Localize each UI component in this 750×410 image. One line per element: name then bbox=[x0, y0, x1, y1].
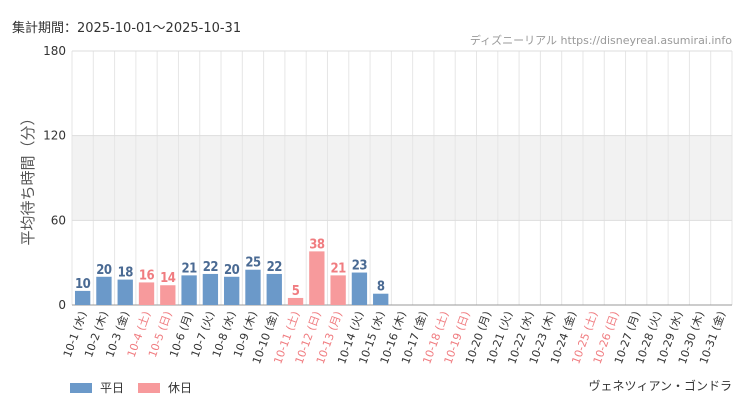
y-axis-label: 平均待ち時間（分） bbox=[19, 110, 37, 245]
bar-value-label: 10 bbox=[75, 277, 91, 292]
bar bbox=[266, 273, 282, 305]
bar bbox=[138, 282, 155, 305]
bar bbox=[309, 251, 325, 305]
bar-value-label: 20 bbox=[96, 263, 112, 278]
bar bbox=[351, 272, 368, 305]
bar bbox=[96, 276, 112, 305]
legend-holiday-swatch bbox=[138, 382, 161, 393]
bar bbox=[74, 290, 91, 305]
bar-value-label: 22 bbox=[203, 260, 219, 275]
legend-weekday-swatch bbox=[70, 382, 92, 393]
bar-value-label: 23 bbox=[352, 259, 368, 274]
band-60-120 bbox=[72, 135, 732, 221]
bar bbox=[181, 275, 197, 305]
y-tick-label: 60 bbox=[51, 213, 66, 227]
collection-period: 集計期間：2025-10-01～2025-10-31 bbox=[12, 21, 242, 36]
bar-value-label: 20 bbox=[224, 263, 240, 278]
bar bbox=[287, 297, 304, 305]
bar-value-label: 8 bbox=[377, 280, 385, 295]
y-tick-label: 0 bbox=[58, 298, 66, 312]
bar-value-label: 5 bbox=[292, 284, 300, 299]
bar bbox=[330, 275, 346, 305]
bar bbox=[202, 273, 219, 305]
y-tick-label: 180 bbox=[43, 44, 66, 58]
legend-holiday-label: 休日 bbox=[168, 381, 193, 395]
bar-value-label: 38 bbox=[309, 237, 325, 252]
bar bbox=[245, 269, 261, 305]
bar bbox=[373, 293, 389, 305]
bar-value-label: 22 bbox=[267, 260, 283, 275]
site-credit: ディズニーリアル https://disneyreal.asumirai.inf… bbox=[469, 34, 732, 47]
bar-value-label: 18 bbox=[118, 266, 134, 281]
bar-value-label: 25 bbox=[245, 256, 261, 271]
bar-value-label: 16 bbox=[139, 268, 155, 283]
legend-weekday[interactable]: 平日 bbox=[70, 379, 124, 396]
bar-value-label: 21 bbox=[181, 261, 197, 276]
bar bbox=[117, 279, 133, 305]
y-tick-label: 120 bbox=[43, 129, 66, 143]
bar-value-label: 21 bbox=[330, 261, 346, 276]
bar bbox=[160, 285, 176, 305]
legend-holiday[interactable]: 休日 bbox=[138, 379, 192, 396]
bar bbox=[224, 276, 240, 305]
legend-weekday-label: 平日 bbox=[100, 381, 125, 395]
attraction-name: ヴェネツィアン・ゴンドラ bbox=[588, 379, 732, 393]
legend: 平日 休日 bbox=[70, 379, 206, 396]
bar-value-label: 14 bbox=[160, 271, 176, 286]
